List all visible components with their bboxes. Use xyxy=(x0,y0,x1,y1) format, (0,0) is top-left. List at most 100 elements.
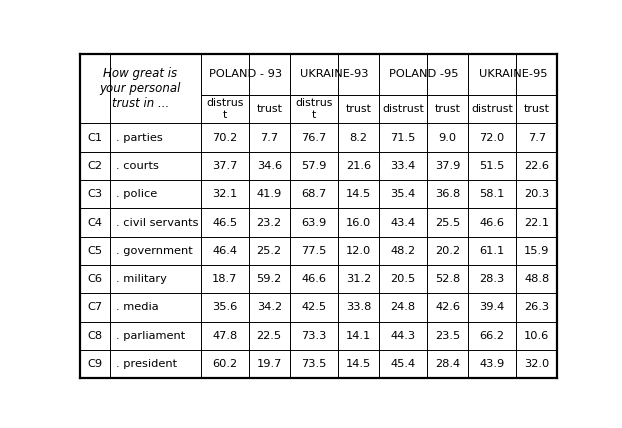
Text: 23.2: 23.2 xyxy=(257,217,282,228)
Text: 32.0: 32.0 xyxy=(524,359,549,369)
Text: 25.5: 25.5 xyxy=(435,217,460,228)
Text: 36.8: 36.8 xyxy=(435,189,460,199)
Text: . parties: . parties xyxy=(116,133,162,143)
Text: . civil servants: . civil servants xyxy=(116,217,198,228)
Text: 22.6: 22.6 xyxy=(524,161,549,171)
Text: 34.6: 34.6 xyxy=(257,161,282,171)
Text: 45.4: 45.4 xyxy=(391,359,415,369)
Text: distrus
t: distrus t xyxy=(295,98,333,120)
Text: 8.2: 8.2 xyxy=(350,133,368,143)
Text: 42.6: 42.6 xyxy=(435,303,460,312)
Text: . parliament: . parliament xyxy=(116,331,185,341)
Text: 46.6: 46.6 xyxy=(301,274,327,284)
Text: . president: . president xyxy=(116,359,177,369)
Text: 32.1: 32.1 xyxy=(212,189,238,199)
Text: 60.2: 60.2 xyxy=(212,359,237,369)
Text: 14.5: 14.5 xyxy=(346,359,371,369)
Text: 72.0: 72.0 xyxy=(480,133,504,143)
Text: 34.2: 34.2 xyxy=(257,303,282,312)
Text: 41.9: 41.9 xyxy=(257,189,282,199)
Text: C1: C1 xyxy=(88,133,103,143)
Text: 14.5: 14.5 xyxy=(346,189,371,199)
Text: 35.6: 35.6 xyxy=(212,303,238,312)
Text: trust: trust xyxy=(435,104,460,114)
Text: 19.7: 19.7 xyxy=(256,359,282,369)
Text: 48.8: 48.8 xyxy=(524,274,549,284)
Text: 46.4: 46.4 xyxy=(212,246,237,256)
Text: 76.7: 76.7 xyxy=(301,133,327,143)
Text: C6: C6 xyxy=(88,274,103,284)
Text: . media: . media xyxy=(116,303,159,312)
Text: 43.9: 43.9 xyxy=(480,359,504,369)
Text: POLAND -95: POLAND -95 xyxy=(389,69,458,79)
Text: 73.5: 73.5 xyxy=(301,359,327,369)
Text: 20.5: 20.5 xyxy=(391,274,415,284)
Text: 46.6: 46.6 xyxy=(480,217,504,228)
Text: 43.4: 43.4 xyxy=(391,217,415,228)
Text: 39.4: 39.4 xyxy=(480,303,504,312)
Text: C9: C9 xyxy=(88,359,103,369)
Text: How great is
your personal
trust in ...: How great is your personal trust in ... xyxy=(100,67,181,110)
Text: 77.5: 77.5 xyxy=(301,246,327,256)
Text: 22.1: 22.1 xyxy=(524,217,549,228)
Text: C8: C8 xyxy=(88,331,103,341)
Text: C7: C7 xyxy=(88,303,103,312)
Text: trust: trust xyxy=(256,104,282,114)
Text: 7.7: 7.7 xyxy=(527,133,545,143)
Text: 37.9: 37.9 xyxy=(435,161,460,171)
Text: C4: C4 xyxy=(88,217,103,228)
Text: 20.3: 20.3 xyxy=(524,189,549,199)
Text: 52.8: 52.8 xyxy=(435,274,460,284)
Text: 44.3: 44.3 xyxy=(391,331,415,341)
Text: 46.5: 46.5 xyxy=(212,217,237,228)
Text: 18.7: 18.7 xyxy=(212,274,238,284)
Text: UKRAINE-93: UKRAINE-93 xyxy=(300,69,369,79)
Text: 33.8: 33.8 xyxy=(346,303,371,312)
Text: 14.1: 14.1 xyxy=(346,331,371,341)
Text: . courts: . courts xyxy=(116,161,159,171)
Text: 68.7: 68.7 xyxy=(301,189,327,199)
Text: 10.6: 10.6 xyxy=(524,331,549,341)
Text: . military: . military xyxy=(116,274,167,284)
Text: 23.5: 23.5 xyxy=(435,331,460,341)
Text: 57.9: 57.9 xyxy=(301,161,327,171)
Text: distrust: distrust xyxy=(471,104,513,114)
Text: 58.1: 58.1 xyxy=(480,189,505,199)
Text: C2: C2 xyxy=(88,161,103,171)
Text: 42.5: 42.5 xyxy=(301,303,327,312)
Text: C5: C5 xyxy=(88,246,103,256)
Text: 51.5: 51.5 xyxy=(480,161,505,171)
Text: 25.2: 25.2 xyxy=(257,246,282,256)
Text: 47.8: 47.8 xyxy=(212,331,238,341)
Text: 48.2: 48.2 xyxy=(391,246,415,256)
Text: 22.5: 22.5 xyxy=(257,331,282,341)
Text: 63.9: 63.9 xyxy=(301,217,327,228)
Text: 28.3: 28.3 xyxy=(480,274,504,284)
Text: 70.2: 70.2 xyxy=(212,133,238,143)
Text: UKRAINE-95: UKRAINE-95 xyxy=(478,69,547,79)
Text: 16.0: 16.0 xyxy=(346,217,371,228)
Text: distrus
t: distrus t xyxy=(206,98,243,120)
Text: 12.0: 12.0 xyxy=(346,246,371,256)
Text: trust: trust xyxy=(524,104,550,114)
Text: 20.2: 20.2 xyxy=(435,246,460,256)
Text: 66.2: 66.2 xyxy=(480,331,504,341)
Text: 61.1: 61.1 xyxy=(480,246,504,256)
Text: 7.7: 7.7 xyxy=(260,133,278,143)
Text: 9.0: 9.0 xyxy=(439,133,457,143)
Text: 28.4: 28.4 xyxy=(435,359,460,369)
Text: 21.6: 21.6 xyxy=(346,161,371,171)
Text: 31.2: 31.2 xyxy=(346,274,371,284)
Text: 71.5: 71.5 xyxy=(390,133,415,143)
Text: POLAND - 93: POLAND - 93 xyxy=(209,69,282,79)
Text: 24.8: 24.8 xyxy=(391,303,415,312)
Text: 73.3: 73.3 xyxy=(301,331,327,341)
Text: . government: . government xyxy=(116,246,193,256)
Text: 35.4: 35.4 xyxy=(391,189,415,199)
Text: . police: . police xyxy=(116,189,157,199)
Text: 37.7: 37.7 xyxy=(212,161,238,171)
Text: 33.4: 33.4 xyxy=(391,161,415,171)
Text: trust: trust xyxy=(345,104,371,114)
Text: 59.2: 59.2 xyxy=(257,274,282,284)
Text: 15.9: 15.9 xyxy=(524,246,549,256)
